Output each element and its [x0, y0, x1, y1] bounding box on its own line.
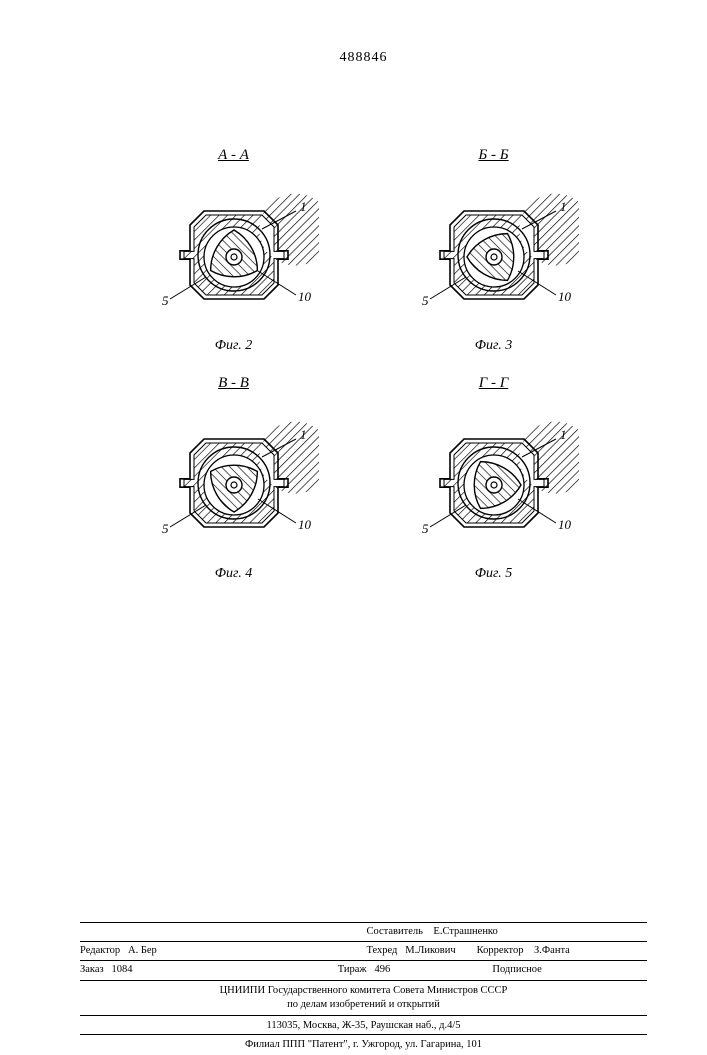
order-number: 1084	[112, 964, 133, 975]
footer-block: Составитель Е.Страшненко Редактор А. Бер…	[80, 922, 647, 1055]
figure-4: В - В 1 5 10 Фиг. 4	[134, 374, 334, 582]
figure-5: Г - Г 1 5 10 Фиг. 5	[394, 374, 594, 582]
editor-label: Редактор	[80, 945, 120, 956]
svg-text:1: 1	[560, 199, 567, 214]
section-label: В - В	[218, 375, 249, 392]
sub-label: Подписное	[492, 964, 541, 975]
institute-line1: ЦНИИПИ Государственного комитета Совета …	[80, 984, 647, 998]
svg-text:5: 5	[422, 521, 429, 536]
compiler-name: Е.Страшненко	[433, 926, 497, 937]
tirazh-number: 496	[375, 964, 391, 975]
order-label: Заказ	[80, 964, 104, 975]
branch-address: Филиал ППП "Патент", г. Ужгород, ул. Гаг…	[80, 1035, 647, 1055]
section-label: А - А	[218, 147, 249, 164]
svg-text:10: 10	[298, 289, 312, 304]
figure-caption: Фиг. 3	[394, 338, 594, 354]
svg-text:5: 5	[162, 521, 169, 536]
svg-text:1: 1	[300, 427, 307, 442]
editor-cell	[80, 925, 361, 939]
section-label: Б - Б	[478, 147, 508, 164]
svg-text:10: 10	[298, 517, 312, 532]
tirazh-label: Тираж	[338, 964, 367, 975]
svg-text:5: 5	[162, 293, 169, 308]
institute-address: 113035, Москва, Ж-35, Раушская наб., д.4…	[80, 1016, 647, 1035]
patent-number: 488846	[80, 50, 647, 66]
figure-caption: Фиг. 4	[134, 566, 334, 582]
figure-caption: Фиг. 5	[394, 566, 594, 582]
editor-name: А. Бер	[128, 945, 157, 956]
svg-text:1: 1	[300, 199, 307, 214]
svg-text:1: 1	[560, 427, 567, 442]
figure-caption: Фиг. 2	[134, 338, 334, 354]
corrector-label: Корректор	[477, 945, 524, 956]
techred-name: М.Ликович	[405, 945, 455, 956]
corrector-name: З.Фанта	[534, 945, 570, 956]
compiler-label: Составитель	[367, 926, 423, 937]
figure-2: А - А 1 5 10 Фиг. 2	[134, 146, 334, 354]
figures-grid: А - А 1 5 10 Фиг. 2 Б - Б	[134, 146, 594, 582]
svg-text:10: 10	[558, 517, 572, 532]
svg-text:10: 10	[558, 289, 572, 304]
figure-3: Б - Б 1 5 10 Фиг. 3	[394, 146, 594, 354]
section-label: Г - Г	[479, 375, 509, 392]
svg-text:5: 5	[422, 293, 429, 308]
techred-label: Техред	[367, 945, 398, 956]
